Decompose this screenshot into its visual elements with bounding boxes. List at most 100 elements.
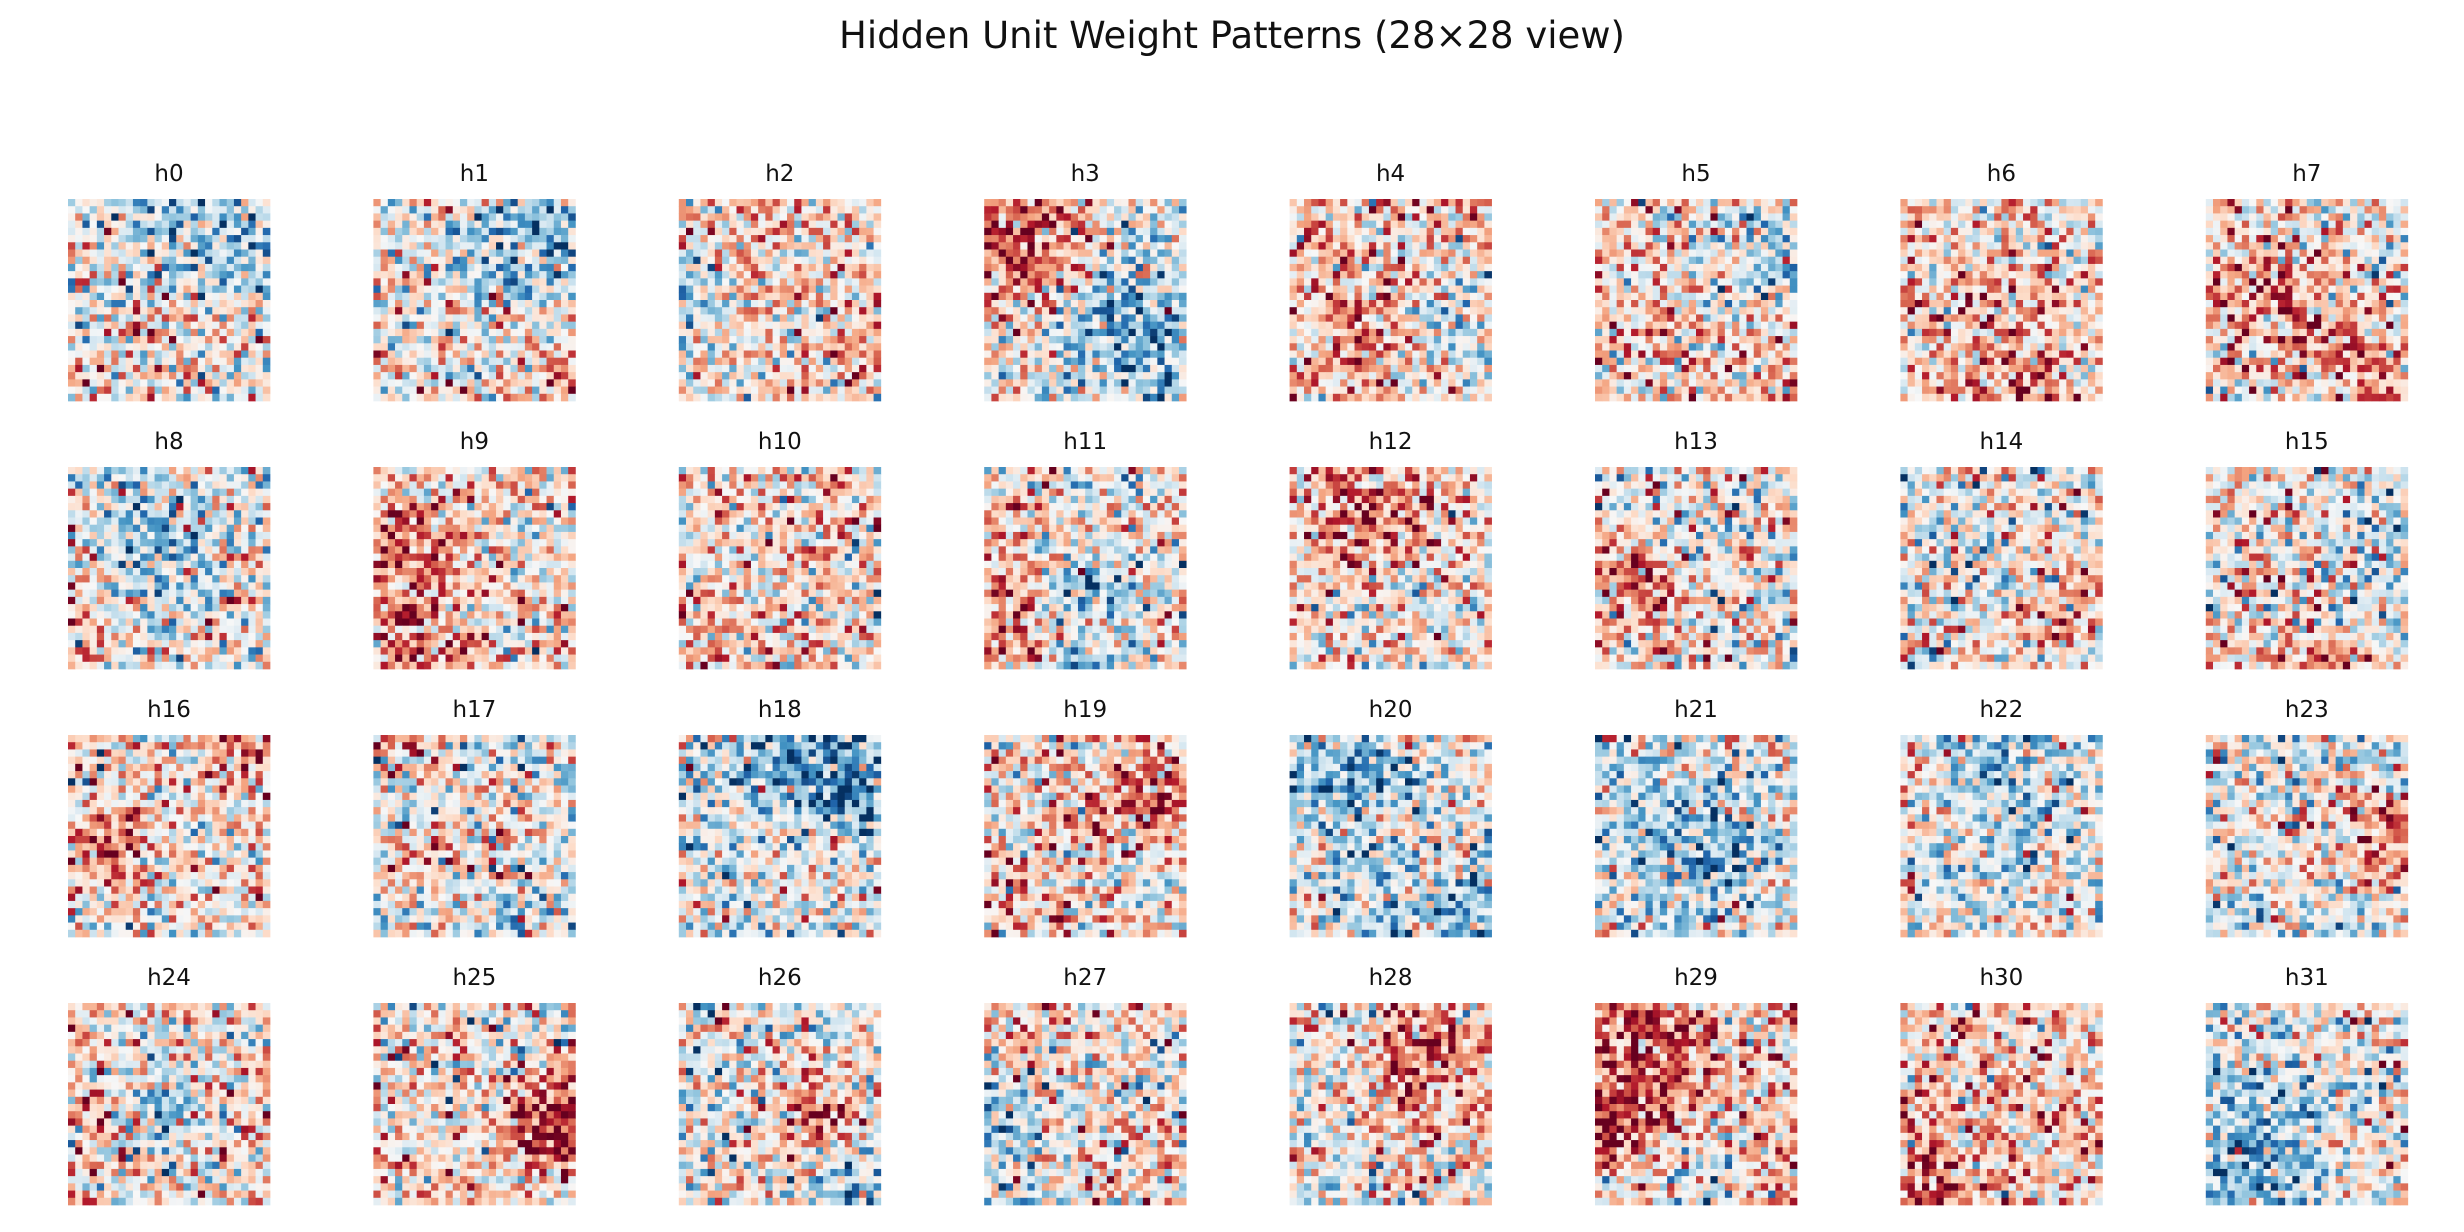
heatmap-cell	[539, 351, 547, 359]
heatmap-cell	[1020, 264, 1028, 272]
heatmap-cell	[1391, 307, 1399, 315]
heatmap-cell	[1703, 379, 1711, 387]
heatmap-cell	[1020, 314, 1028, 322]
heatmap-cell	[1456, 271, 1464, 279]
heatmap-cell	[1333, 379, 1341, 387]
heatmap-cell	[198, 387, 206, 395]
heatmap-cell	[227, 336, 235, 344]
heatmap-cell	[729, 293, 737, 301]
heatmap-cell	[1747, 278, 1755, 286]
heatmap-cell	[1624, 372, 1632, 380]
heatmap-cell	[1747, 250, 1755, 258]
heatmap-cell	[1624, 394, 1632, 402]
heatmap-cell	[1107, 206, 1115, 214]
heatmap-cell	[816, 387, 824, 395]
heatmap-cell	[787, 387, 795, 395]
heatmap-cell	[1391, 221, 1399, 229]
heatmap-cell	[1391, 343, 1399, 351]
heatmap-cell	[1958, 250, 1966, 258]
heatmap-cell	[561, 199, 569, 207]
heatmap-cell	[126, 293, 134, 301]
heatmap-cell	[496, 250, 504, 258]
heatmap-cell	[140, 300, 148, 308]
heatmap-cell	[830, 343, 838, 351]
heatmap-cell	[119, 257, 127, 265]
heatmap-cell	[460, 322, 468, 330]
heatmap-cell	[1383, 228, 1391, 236]
heatmap-cell	[780, 322, 788, 330]
heatmap-cell	[787, 228, 795, 236]
heatmap-cell	[1150, 293, 1158, 301]
heatmap-cell	[1703, 336, 1711, 344]
heatmap-cell	[1165, 206, 1173, 214]
heatmap-cell	[1747, 264, 1755, 272]
heatmap-cell	[402, 213, 410, 221]
heatmap-cell	[737, 271, 745, 279]
heatmap-cell	[1617, 365, 1625, 373]
heatmap-cell	[417, 293, 425, 301]
heatmap-cell	[1470, 322, 1478, 330]
heatmap-cell	[503, 379, 511, 387]
heatmap-cell	[176, 293, 184, 301]
heatmap-cell	[155, 264, 163, 272]
heatmap-cell	[737, 329, 745, 337]
heatmap-cell	[823, 307, 831, 315]
heatmap-cell	[1624, 351, 1632, 359]
heatmap-cell	[1775, 387, 1783, 395]
heatmap-cell	[1674, 358, 1682, 366]
heatmap-cell	[1674, 379, 1682, 387]
heatmap-cell	[1128, 206, 1136, 214]
heatmap-cell	[97, 343, 105, 351]
heatmap-cell	[758, 322, 766, 330]
heatmap-cell	[1631, 307, 1639, 315]
heatmap-cell	[1049, 379, 1057, 387]
heatmap-cell	[838, 278, 846, 286]
heatmap-cell	[525, 213, 533, 221]
heatmap-cell	[1609, 257, 1617, 265]
heatmap-cell	[1311, 213, 1319, 221]
heatmap-cell	[1355, 314, 1363, 322]
heatmap-cell	[1369, 264, 1377, 272]
heatmap-cell	[198, 358, 206, 366]
heatmap-cell	[1326, 278, 1334, 286]
heatmap-cell	[1768, 336, 1776, 344]
heatmap-cell	[874, 300, 882, 308]
heatmap-cell	[241, 213, 249, 221]
heatmap-cell	[489, 358, 497, 366]
heatmap-cell	[2059, 250, 2067, 258]
heatmap-cell	[409, 358, 417, 366]
heatmap-cell	[395, 343, 403, 351]
heatmap-cell	[1689, 343, 1697, 351]
heatmap-cell	[1027, 286, 1035, 294]
heatmap-cell	[496, 343, 504, 351]
heatmap-cell	[866, 300, 874, 308]
heatmap-cell	[1318, 322, 1326, 330]
heatmap-cell	[1304, 257, 1312, 265]
heatmap-cell	[140, 250, 148, 258]
heatmap-cell	[1790, 307, 1798, 315]
heatmap-cell	[1747, 199, 1755, 207]
heatmap-cell	[75, 213, 83, 221]
heatmap-cell	[1391, 278, 1399, 286]
heatmap-cell	[82, 221, 90, 229]
heatmap-cell	[417, 336, 425, 344]
heatmap-cell	[1646, 343, 1654, 351]
heatmap-cell	[104, 300, 112, 308]
heatmap-cell	[183, 365, 191, 373]
heatmap-cell	[1085, 286, 1093, 294]
heatmap-cell	[838, 250, 846, 258]
heatmap-cell	[1768, 365, 1776, 373]
heatmap-cell	[402, 379, 410, 387]
heatmap-cell	[1448, 206, 1456, 214]
heatmap-cell	[1376, 372, 1384, 380]
heatmap-cell	[1100, 278, 1108, 286]
heatmap-cell	[147, 213, 155, 221]
heatmap-cell	[446, 257, 454, 265]
heatmap-cell	[1470, 286, 1478, 294]
heatmap-cell	[838, 307, 846, 315]
heatmap-cell	[874, 221, 882, 229]
heatmap-cell	[446, 343, 454, 351]
heatmap-cell	[234, 242, 242, 250]
heatmap-cell	[1638, 314, 1646, 322]
heatmap-cell	[256, 213, 264, 221]
